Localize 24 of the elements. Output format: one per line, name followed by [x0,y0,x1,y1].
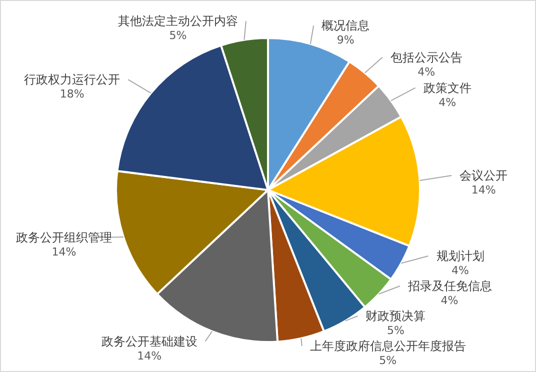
slice-label: 上年度政府信息公开年度报告 [310,339,466,353]
data-label: 5% [387,324,404,337]
data-label: 4% [452,264,469,277]
slice-label: 其他法定主动公开内容 [118,14,238,28]
data-label: 14% [471,184,496,197]
data-label: 4% [440,294,458,307]
slice-label: 政务公开组织管理 [16,230,112,245]
data-label: 14% [52,246,76,259]
data-label: 18% [60,88,84,101]
data-label: 14% [137,349,162,362]
slice-label: 政策文件 [423,80,472,95]
slice-label: 规划计划 [436,249,484,263]
data-label: 5% [379,354,397,367]
slice-label: 会议公开 [460,168,508,183]
slice-label: 招录及任免信息 [406,279,492,293]
data-label: 5% [169,29,187,42]
data-label: 9% [336,34,354,47]
slice-label: 财政预决算 [366,309,426,323]
slice-label: 概况信息 [322,18,370,33]
slice-label: 行政权力运行公开 [24,72,120,87]
data-label: 4% [438,96,456,109]
slice-label: 包括公示公告 [390,50,462,64]
data-label: 4% [418,65,436,78]
slice-label: 政务公开基础建设 [101,334,198,348]
